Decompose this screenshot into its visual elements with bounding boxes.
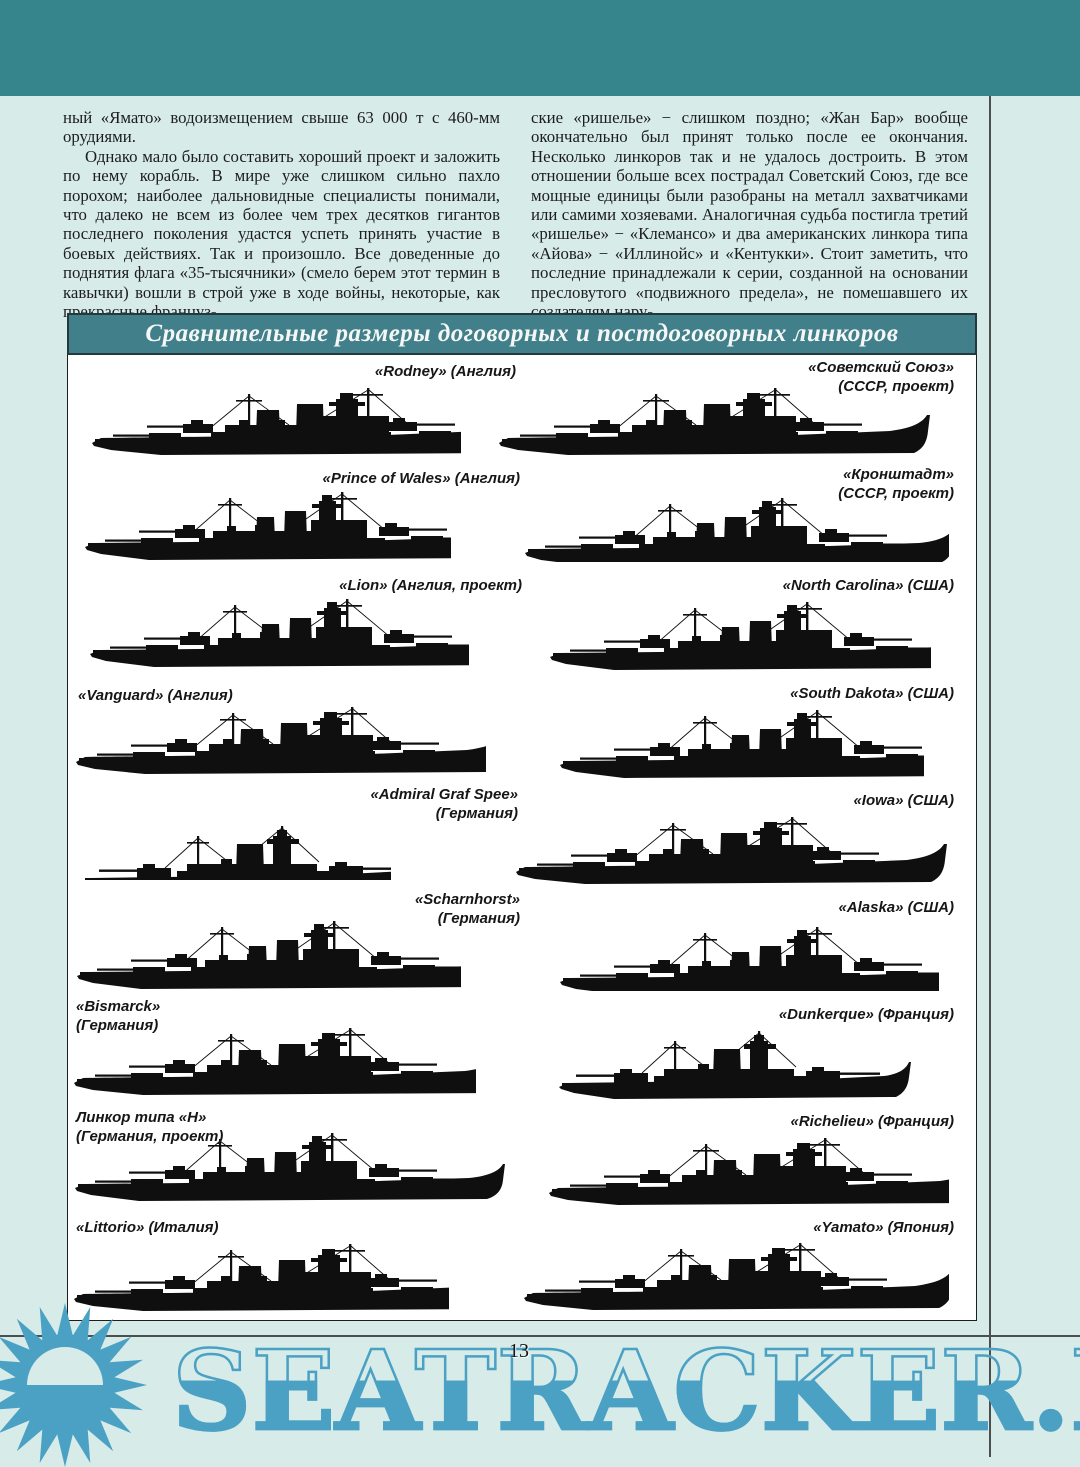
battleship-silhouette [559,927,939,992]
ship-panel-richelieu: «Richelieu» (Франция) [530,1105,976,1212]
ship-label: «Кронштадт» (СССР, проект) [838,466,954,502]
ship-label: «Lion» (Англия, проект) [339,577,522,595]
ship-label: «Richelieu» (Франция) [790,1113,955,1131]
ship-panel-south-dakota: «South Dakota» (США) [530,677,976,784]
ship-panel-iowa: «Iowa» (США) [515,784,976,891]
ship-panel-littorio: «Littorio» (Италия) [68,1213,530,1320]
paragraph: ный «Ямато» водоизмещением свыше 63 000 … [63,108,500,147]
ship-panel-prince-of-wales: «Prince of Wales» (Англия) [68,462,530,569]
ship-panel-alaska: «Alaska» (США) [530,891,976,998]
ship-panel-kronshtadt: «Кронштадт» (СССР, проект) [524,462,976,569]
figure-title-banner: Сравнительные размеры договорных и постд… [67,313,977,355]
ship-label: Линкор типа «Н» (Германия, проект) [76,1109,224,1146]
page-number: 13 [509,1340,529,1362]
ship-label: «Scharnhorst» (Германия) [414,890,520,927]
ship-panel-scharnhorst: «Scharnhorst» (Германия) [68,891,530,998]
battleship-silhouette [523,1242,949,1311]
ship-label: «Yamato» (Япония) [813,1218,954,1236]
article-column-right: ские «ришелье» − слишком поздно; «Жан Ба… [531,108,968,321]
right-margin-rule [989,96,991,1457]
ship-label: «Admiral Graf Spee» (Германия) [370,785,518,822]
ship-label: «Bismarck» (Германия) [76,998,161,1034]
battleship-silhouette [548,1137,949,1205]
ship-panel-rodney: «Rodney» (Англия) [68,355,530,462]
ship-panel-north-carolina: «North Carolina» (США) [530,569,976,676]
ship-panel-sovetsky-soyuz: «Советский Союз» (СССР, проект) [498,355,976,462]
paragraph: ские «ришелье» − слишком поздно; «Жан Ба… [531,108,968,322]
sun-logo-icon [0,1303,147,1467]
footer-rule [0,1335,1080,1337]
figure-body: «Rodney» (Англия) «Советский Союз» (СССР,… [67,355,977,1321]
page-header-band [0,0,1080,96]
ship-label: «Prince of Wales» (Англия) [322,470,521,488]
battleship-silhouette [91,387,461,456]
article-text: ный «Ямато» водоизмещением свыше 63 000 … [63,108,968,321]
ship-label: «Alaska» (США) [838,898,954,916]
ship-label: «Iowa» (США) [853,791,954,809]
battleship-silhouette [81,825,391,880]
battleship-silhouette [549,601,931,671]
battleship-silhouette [498,387,931,456]
ship-panel-vanguard: «Vanguard» (Англия) [68,677,530,784]
figure-title: Сравнительные размеры договорных и постд… [145,320,899,347]
ship-label: «Littorio» (Италия) [76,1218,219,1236]
ship-panel-h-type: Линкор типа «Н» (Германия, проект) [68,1105,530,1212]
paragraph: Однако мало было составить хороший проек… [63,146,500,322]
ship-panel-yamato: «Yamato» (Япония) [523,1213,976,1320]
battleship-silhouette [84,492,451,561]
ship-panel-lion: «Lion» (Англия, проект) [68,569,530,676]
battleship-silhouette [73,1027,476,1096]
battleship-silhouette [89,598,469,668]
battleship-silhouette [524,498,949,563]
ship-panel-admiral-graf-spee: «Admiral Graf Spee» (Германия) [68,784,530,891]
ship-label: «Rodney» (Англия) [374,363,516,380]
ship-label: «Советский Союз» (СССР, проект) [808,359,954,395]
watermark-text: SEATRACKER.RU [171,1330,1080,1451]
article-column-left: ный «Ямато» водоизмещением свыше 63 000 … [63,108,500,321]
battleship-silhouette [559,709,924,778]
battleship-size-figure: Сравнительные размеры договорных и постд… [67,313,977,1321]
ship-panel-bismarck: «Bismarck» (Германия) [68,998,530,1105]
battleship-silhouette [73,1243,449,1312]
ship-label: «Vanguard» (Англия) [78,686,233,704]
battleship-silhouette [76,921,461,990]
ship-label: «North Carolina» (США) [782,577,954,595]
battleship-silhouette [558,1031,912,1100]
ship-panel-dunkerque: «Dunkerque» (Франция) [530,998,976,1105]
ship-label: «South Dakota» (США) [790,684,954,702]
ship-label: «Dunkerque» (Франция) [778,1006,954,1024]
battleship-silhouette [515,816,948,885]
battleship-silhouette [75,706,486,775]
